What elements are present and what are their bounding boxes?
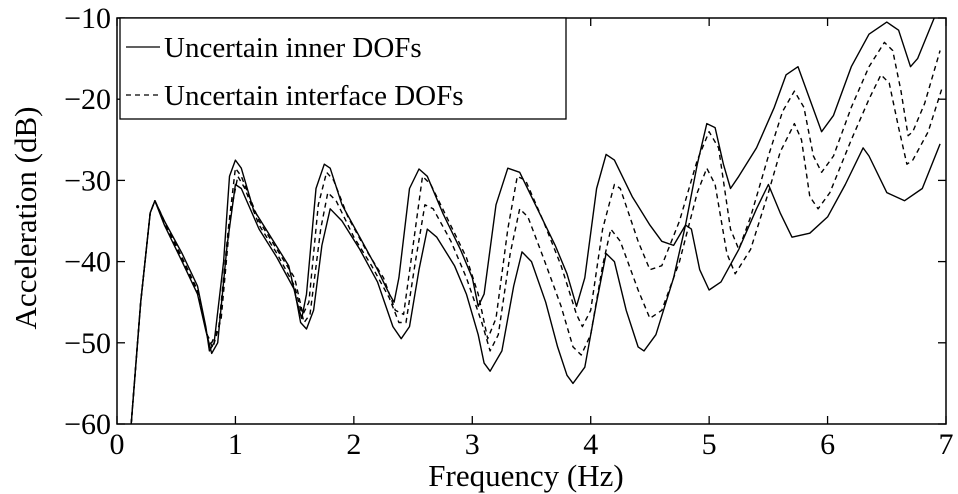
y-tick-label: −20 [64,83,111,116]
x-tick-label: 4 [583,428,598,461]
x-tick-label: 3 [465,428,480,461]
legend-box [119,17,567,120]
y-tick-labels: −60 −50 −40 −30 −20 −10 [64,2,111,441]
series-line-interface-3 [130,74,944,425]
x-tick-label: 7 [939,428,954,461]
y-tick-label: −50 [64,327,111,360]
y-tick-label: −60 [64,408,111,441]
series-line-interface-2 [130,41,941,425]
y-axis-label: Acceleration (dB) [8,107,43,330]
legend: Uncertain inner DOFs Uncertain interface… [119,17,567,120]
series-layer [130,17,944,425]
x-tick-labels: 0 1 2 3 4 5 6 7 [110,428,954,461]
y-tick-label: −40 [64,246,111,279]
x-tick-label: 2 [346,428,361,461]
x-tick-label: 5 [702,428,717,461]
series-line-inner-0 [130,17,935,425]
x-tick-label: 1 [228,428,243,461]
series-line-inner-1 [130,143,941,425]
x-tick-label: 0 [110,428,125,461]
y-tick-label: −10 [64,2,111,35]
legend-entry-interface: Uncertain interface DOFs [164,80,464,112]
y-tick-label: −30 [64,164,111,197]
x-axis-label: Frequency (Hz) [428,458,623,493]
legend-entry-inner: Uncertain inner DOFs [164,32,422,64]
x-tick-label: 6 [820,428,835,461]
